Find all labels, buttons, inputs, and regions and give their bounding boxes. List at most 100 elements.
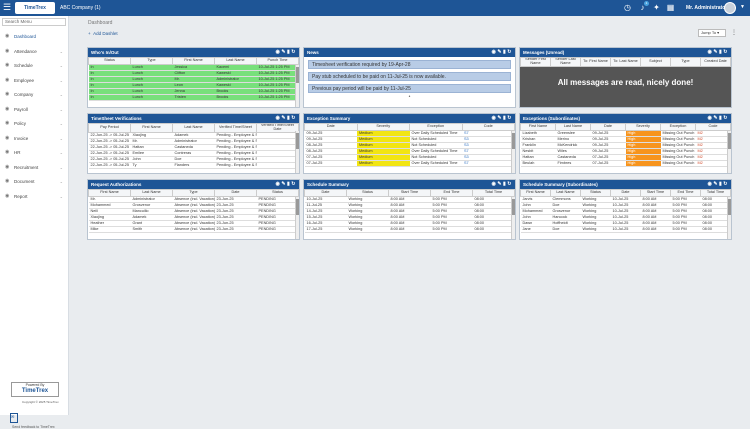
delete-icon[interactable]: ▮: [287, 49, 292, 55]
column-header[interactable]: Code: [695, 123, 731, 131]
eye-icon[interactable]: ◉: [491, 115, 498, 121]
column-header[interactable]: Date: [304, 123, 358, 131]
column-header[interactable]: Status: [256, 189, 299, 197]
column-header[interactable]: Severity: [356, 123, 410, 131]
eye-icon[interactable]: ◉: [275, 181, 282, 187]
chevron-down-icon[interactable]: ⌄: [59, 77, 63, 83]
eye-icon[interactable]: ◉: [707, 49, 714, 55]
table-row[interactable]: 08-Jul-25 Medium Over Daily Scheduled Time…: [304, 148, 515, 155]
sidebar-item-dashboard[interactable]: ◉ Dashboard: [0, 30, 69, 43]
eye-icon[interactable]: ◉: [491, 49, 498, 55]
table-row[interactable]: 09-Jul-25 Medium Over Daily Scheduled Time…: [304, 130, 515, 137]
table-row[interactable]: 08-Jul-25 Medium Not Scheduled S3: [304, 142, 515, 149]
table-row[interactable]: Xiaojing Adamek Absence (incl. Vacation) 23…: [88, 214, 299, 221]
column-header[interactable]: Date: [590, 123, 626, 131]
column-header[interactable]: Start Time: [640, 189, 671, 197]
sidebar-item-company[interactable]: ◉ Company ⌄: [0, 88, 69, 101]
column-header[interactable]: Total Time: [700, 189, 731, 197]
column-header[interactable]: To: First Name: [580, 57, 611, 67]
scrollbar[interactable]: [511, 131, 515, 173]
column-header[interactable]: Last Name: [555, 123, 591, 131]
column-header[interactable]: Date: [304, 189, 347, 197]
table-row[interactable]: Hattan Castaneda 07-Jul-25 High Missing Out …: [520, 154, 731, 161]
table-row[interactable]: Mr. Administrator Absence (incl. Vacation)…: [88, 196, 299, 203]
column-header[interactable]: Exception: [409, 123, 463, 131]
column-header[interactable]: Verified Time/Sheet Date: [256, 123, 299, 133]
sidebar-item-employee[interactable]: ◉ Employee ⌄: [0, 74, 69, 87]
table-row[interactable]: 16-Jul-25 Working 8:00 AM 5:00 PM 08:00: [304, 220, 515, 227]
table-row[interactable]: Lizabeth Greenslee 09-Jul-25 High Missing Ou…: [520, 130, 731, 137]
column-header[interactable]: First Name: [520, 123, 556, 131]
table-row[interactable]: Mike Smith Absence (incl. Vacation) 23-Jun-…: [88, 226, 299, 233]
column-header[interactable]: Type: [130, 57, 173, 65]
table-row[interactable]: Franklin McKendrick 09-Jul-25 High Missing O…: [520, 142, 731, 149]
delete-icon[interactable]: ▮: [287, 181, 292, 187]
scrollbar-thumb[interactable]: [728, 199, 731, 215]
refresh-icon[interactable]: ↻: [723, 115, 729, 121]
column-header[interactable]: Subject: [640, 57, 671, 67]
clock-punch-icon[interactable]: ◷: [624, 3, 631, 12]
sidebar-item-hr[interactable]: ◉ HR ⌄: [0, 146, 69, 159]
edit-icon[interactable]: ✎: [497, 49, 504, 55]
scrollbar-thumb[interactable]: [728, 133, 731, 149]
scrollbar-thumb[interactable]: [296, 67, 299, 83]
column-header[interactable]: Pay Period: [88, 123, 131, 133]
chevron-down-icon[interactable]: ⌄: [59, 164, 63, 170]
table-row[interactable]: 14-Jul-25 Working 8:00 AM 5:00 PM 08:00: [304, 208, 515, 215]
column-header[interactable]: Sender First Name: [520, 57, 551, 67]
column-header[interactable]: First Name: [88, 189, 131, 197]
table-row[interactable]: 22-Jun-25 -> 05-Jul-25 Mr. Administrator Pe…: [88, 138, 299, 145]
edit-icon[interactable]: ✎: [713, 181, 720, 187]
column-header[interactable]: Verified Time/Sheet: [214, 123, 257, 133]
scrollbar-thumb[interactable]: [296, 133, 299, 149]
table-row[interactable]: In Lunch Tristen Brooks 10-Jul-25 1:25 PM: [88, 94, 299, 101]
delete-icon[interactable]: ▮: [503, 115, 508, 121]
column-header[interactable]: Created Date: [700, 57, 731, 67]
bell-icon[interactable]: ♪: [640, 3, 645, 12]
calendar-icon[interactable]: ▦: [666, 3, 675, 12]
eye-icon[interactable]: ◉: [707, 115, 714, 121]
scrollbar[interactable]: [727, 197, 731, 239]
table-row[interactable]: Nesbit Wiles 09-Jul-25 High Missing Out Punc…: [520, 148, 731, 155]
user-name[interactable]: Mr. Administrator: [686, 5, 728, 11]
edit-icon[interactable]: ✎: [281, 115, 288, 121]
delete-icon[interactable]: ▮: [503, 49, 508, 55]
table-row[interactable]: Jarvis Clemmons Working 10-Jul-25 8:00 AM 5:0…: [520, 196, 731, 203]
chevron-down-icon[interactable]: ⌄: [59, 48, 63, 54]
column-header[interactable]: Status: [346, 189, 389, 197]
chevron-down-icon[interactable]: ▼: [740, 4, 745, 10]
column-header[interactable]: Status: [88, 57, 131, 65]
refresh-icon[interactable]: ↻: [723, 181, 729, 187]
table-row[interactable]: 22-Jun-25 -> 05-Jul-25 John Doe Pending - E…: [88, 156, 299, 163]
chevron-down-icon[interactable]: ⌄: [59, 150, 63, 155]
eye-icon[interactable]: ◉: [491, 181, 498, 187]
sidebar-item-document[interactable]: ◉ Document ⌄: [0, 175, 69, 188]
column-header[interactable]: Exception: [660, 123, 696, 131]
chevron-down-icon[interactable]: ⌄: [59, 92, 63, 97]
table-row[interactable]: 07-Jul-25 Medium Over Daily Scheduled Time…: [304, 160, 515, 167]
table-row[interactable]: John Doe Working 10-Jul-25 8:00 AM 5:00 PM 08:…: [520, 202, 731, 209]
table-row[interactable]: In Lunch Jessica Kacemi 10-Jul-25 1:25 PM: [88, 64, 299, 71]
table-row[interactable]: Neill Mancuillo Absence (incl. Vacation) 23…: [88, 208, 299, 215]
table-row[interactable]: In Lunch Mr. Administrator 10-Jul-25 1:25 PM: [88, 76, 299, 83]
more-options-icon[interactable]: ⋮: [731, 30, 737, 36]
column-header[interactable]: First Name: [520, 189, 551, 197]
column-header[interactable]: End Time: [430, 189, 473, 197]
refresh-icon[interactable]: ↻: [507, 115, 513, 121]
chevron-down-icon[interactable]: ⌄: [59, 179, 63, 184]
column-header[interactable]: Last Name: [130, 189, 173, 197]
column-header[interactable]: To: Last Name: [610, 57, 641, 67]
refresh-icon[interactable]: ↻: [507, 181, 513, 187]
table-row[interactable]: 09-Jul-25 Medium Not Scheduled S3: [304, 136, 515, 143]
table-row[interactable]: Mohammed Grosvenor Working 10-Jul-25 8:00 AM…: [520, 208, 731, 215]
hamburger-menu-icon[interactable]: ☰: [3, 2, 12, 12]
jump-to-select[interactable]: Jump To ▾: [698, 29, 726, 37]
table-row[interactable]: In Lunch Clifton Kaweski 10-Jul-25 1:25 PM: [88, 70, 299, 77]
table-row[interactable]: 10-Jul-25 Working 8:00 AM 5:00 PM 08:00: [304, 196, 515, 203]
news-item[interactable]: Previous pay period will be paid by 11-J…: [308, 84, 511, 93]
column-header[interactable]: Type: [670, 57, 701, 67]
column-header[interactable]: Type: [172, 189, 215, 197]
sidebar-item-payroll[interactable]: ◉ Payroll ⌄: [0, 103, 69, 116]
delete-icon[interactable]: ▮: [287, 115, 292, 121]
refresh-icon[interactable]: ↻: [291, 49, 297, 55]
